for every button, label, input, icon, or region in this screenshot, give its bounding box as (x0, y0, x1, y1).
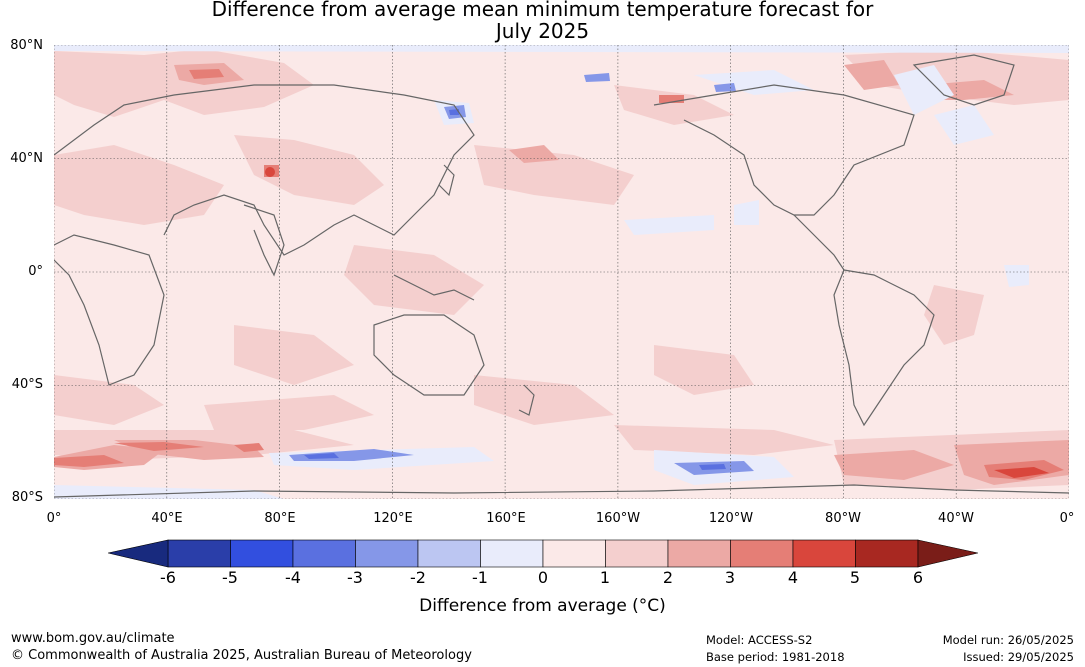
lon-label-0-right: 0° (1059, 511, 1075, 526)
lon-label-120w: 120°W (708, 511, 754, 526)
footer-issued: Issued: 29/05/2025 (963, 650, 1074, 664)
map-title-line-2: July 2025 (495, 19, 590, 43)
colorbar-tick: -5 (222, 568, 238, 587)
colorbar-tick: 2 (662, 568, 674, 587)
colorbar-tick: 1 (599, 568, 611, 587)
colorbar-bin (730, 539, 794, 568)
graticule (54, 45, 1069, 499)
colorbar-tick: -1 (472, 568, 488, 587)
colorbar-bin (605, 539, 669, 568)
footer-website: www.bom.gov.au/climate (11, 631, 175, 646)
lat-label-40s: 40°S (11, 377, 43, 392)
colorbar-tick: 3 (724, 568, 736, 587)
lon-label-160e: 160°E (486, 511, 526, 526)
colorbar-bin (855, 539, 919, 568)
colorbar-tick: 4 (787, 568, 799, 587)
lat-label-80s: 80°S (11, 490, 43, 505)
colorbar-tick: 5 (849, 568, 861, 587)
colorbar-bin (417, 539, 481, 568)
lon-label-160w: 160°W (595, 511, 641, 526)
lon-label-80w: 80°W (825, 511, 861, 526)
colorbar-bin (792, 539, 856, 568)
colorbar-low-extend (108, 539, 169, 568)
anomaly-minus-4-to-minus-3-regions (304, 109, 726, 470)
colorbar-bin (230, 539, 294, 568)
anomaly-4-to-5-regions (265, 167, 1049, 478)
colorbar-label: Difference from average (°C) (419, 596, 666, 616)
anomaly-map (54, 45, 1069, 499)
footer-copyright: © Commonwealth of Australia 2025, Austra… (11, 648, 472, 663)
colorbar (108, 539, 978, 568)
colorbar-bin (542, 539, 606, 568)
colorbar-tick: -4 (285, 568, 301, 587)
map-title-line-1: Difference from average mean minimum tem… (211, 0, 874, 21)
lat-label-40n: 40°N (10, 151, 43, 166)
lon-label-40w: 40°W (938, 511, 974, 526)
lat-label-80n: 80°N (10, 38, 43, 53)
colorbar-tick: -6 (160, 568, 176, 587)
colorbar-bin (480, 539, 544, 568)
footer-base-period: Base period: 1981-2018 (706, 650, 845, 664)
colorbar-bin (667, 539, 731, 568)
colorbar-bin (167, 539, 231, 568)
colorbar-tick: -3 (347, 568, 363, 587)
lon-label-0: 0° (46, 511, 62, 526)
colorbar-bin (292, 539, 356, 568)
lon-label-80e: 80°E (264, 511, 296, 526)
footer-model-run: Model run: 26/05/2025 (942, 633, 1074, 647)
colorbar-bin (355, 539, 419, 568)
colorbar-tick: 6 (912, 568, 924, 587)
lat-label-0: 0° (28, 264, 43, 279)
colorbar-high-extend (917, 539, 978, 568)
coastlines (54, 54, 1069, 498)
colorbar-tick: 0 (537, 568, 549, 587)
lon-label-120e: 120°E (373, 511, 413, 526)
colorbar-tick: -2 (410, 568, 426, 587)
lon-label-40e: 40°E (151, 511, 183, 526)
footer-model: Model: ACCESS-S2 (706, 633, 813, 647)
